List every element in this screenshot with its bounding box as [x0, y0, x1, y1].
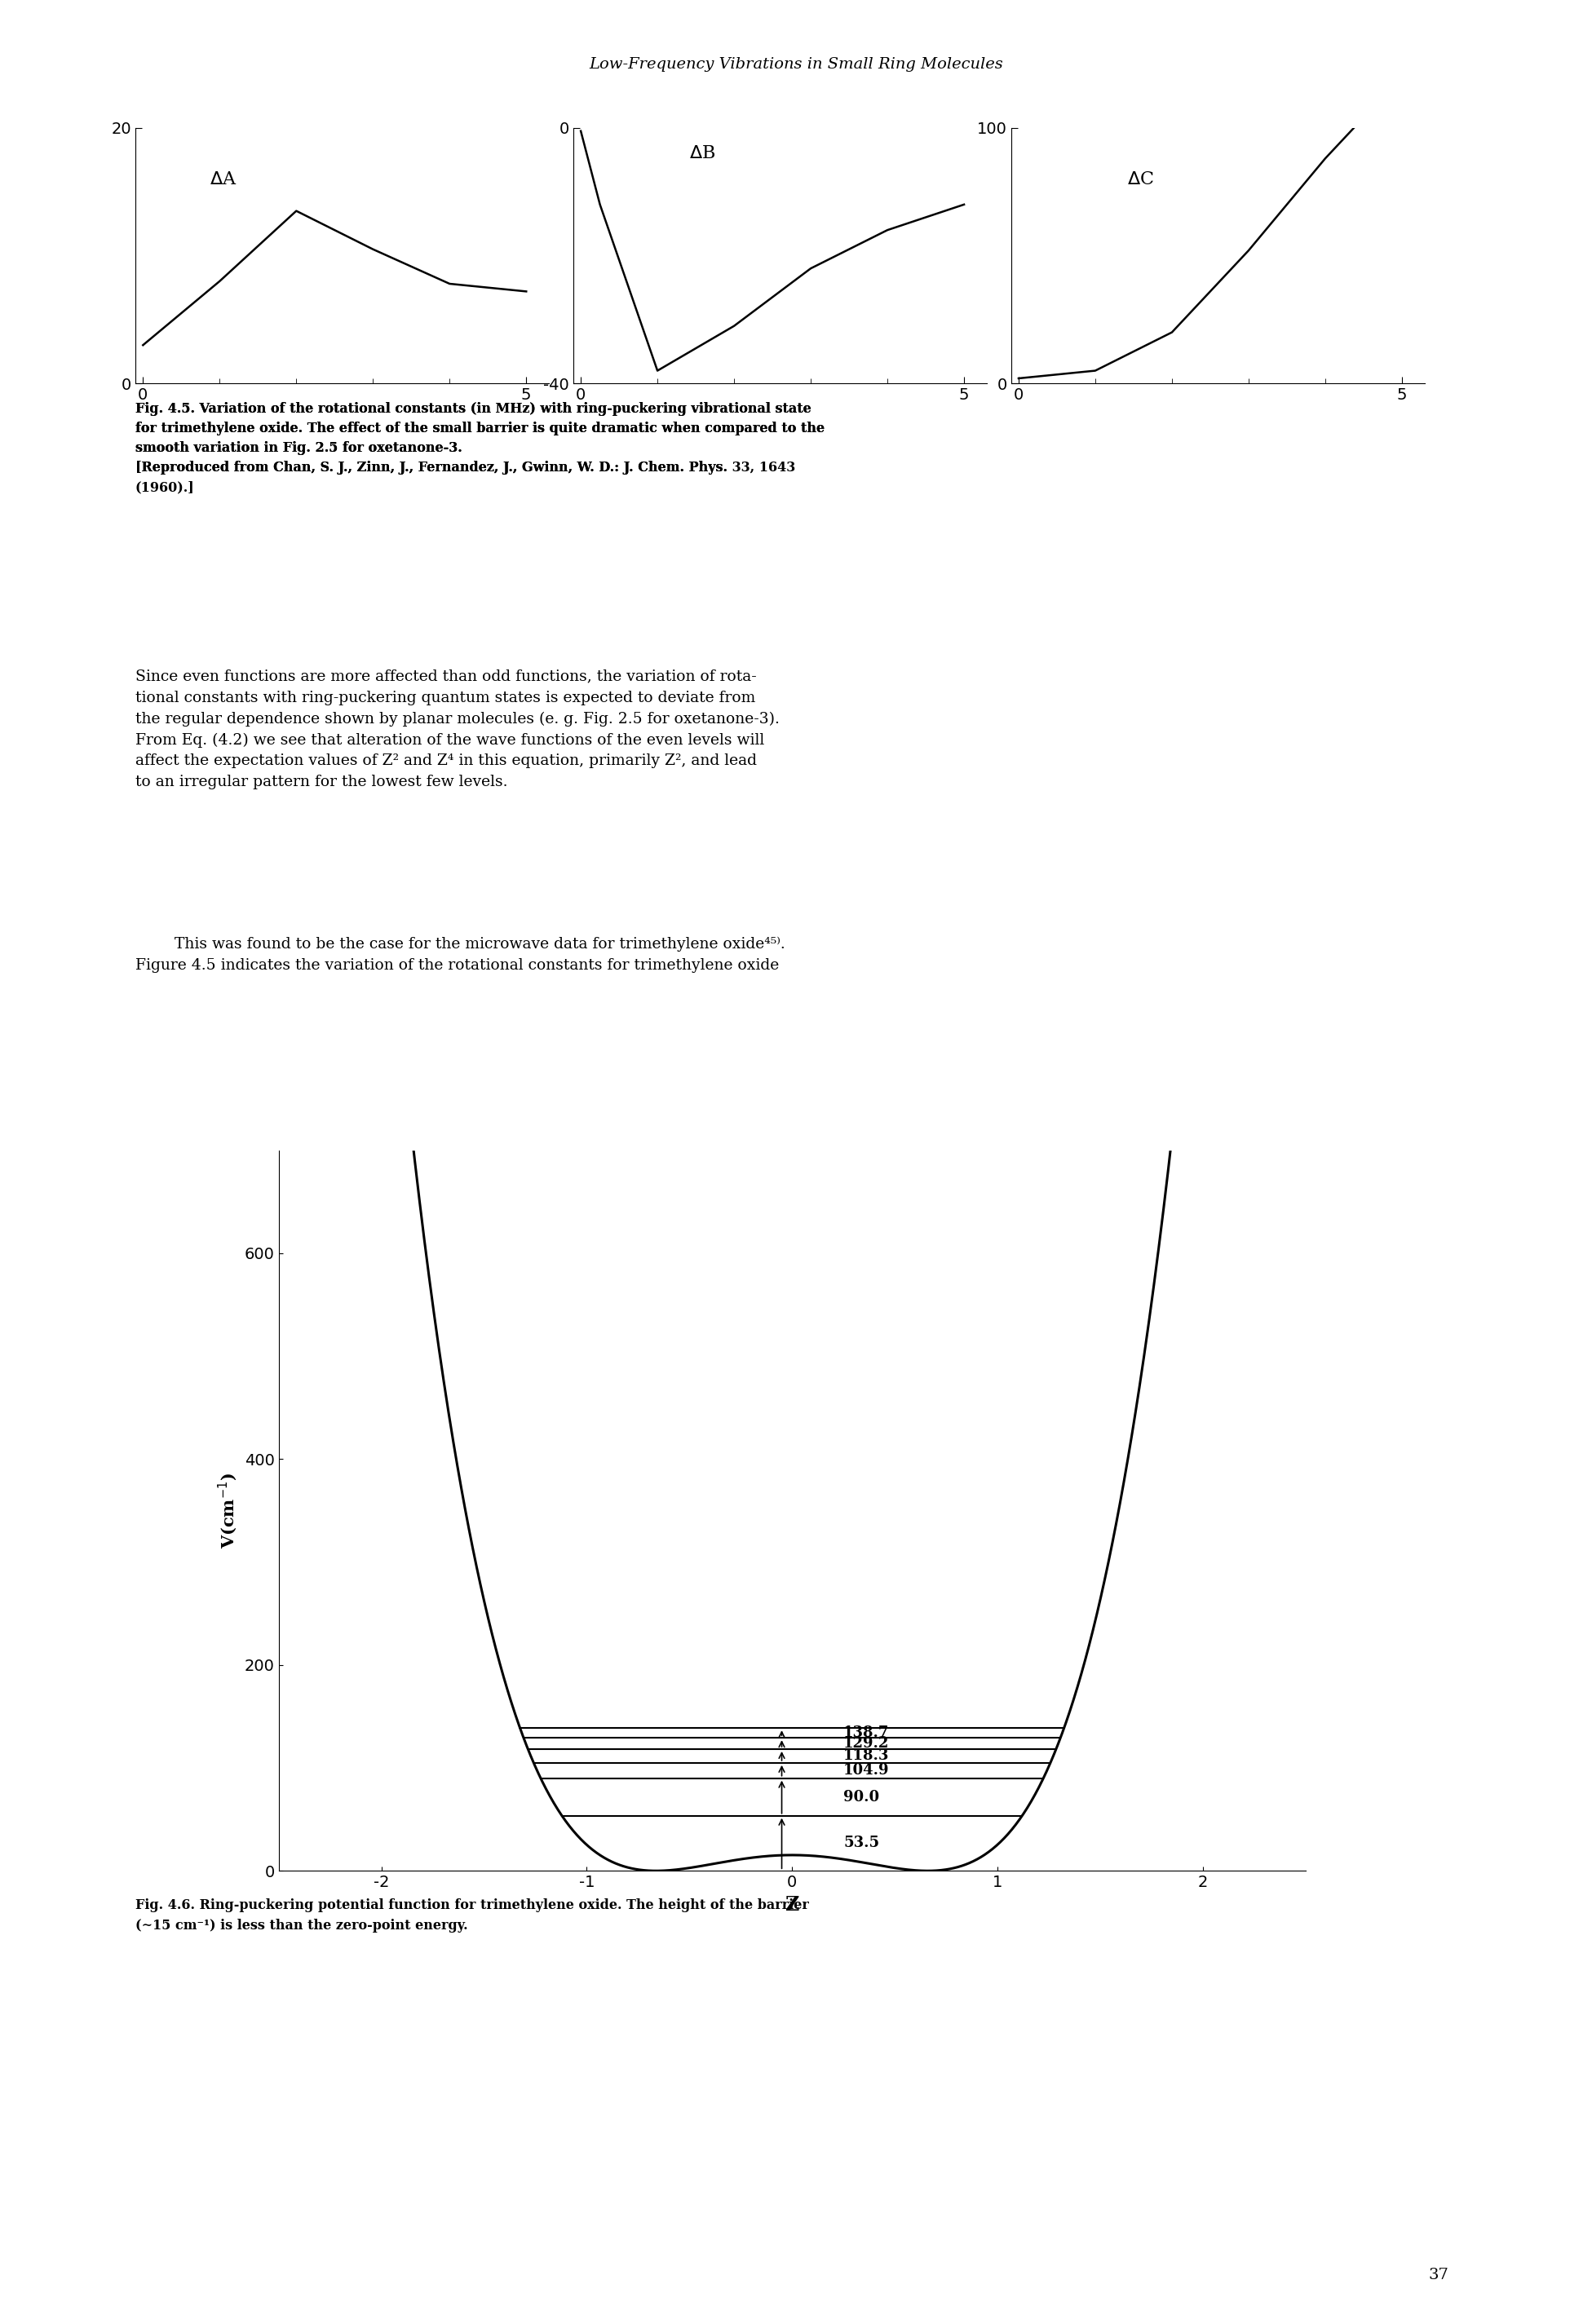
- Text: 118.3: 118.3: [844, 1748, 890, 1764]
- Text: Low-Frequency Vibrations in Small Ring Molecules: Low-Frequency Vibrations in Small Ring M…: [589, 56, 1003, 72]
- Text: 138.7: 138.7: [844, 1727, 890, 1741]
- Text: Since even functions are more affected than odd functions, the variation of rota: Since even functions are more affected t…: [135, 669, 780, 790]
- Text: $\Delta$C: $\Delta$C: [1127, 170, 1154, 188]
- Text: Fig. 4.5. Variation of the rotational constants (in MHz) with ring-puckering vib: Fig. 4.5. Variation of the rotational co…: [135, 402, 825, 495]
- Text: 53.5: 53.5: [844, 1836, 879, 1850]
- Y-axis label: V(cm$^{-1}$): V(cm$^{-1}$): [217, 1473, 239, 1548]
- Text: $\Delta$B: $\Delta$B: [689, 144, 715, 163]
- Text: 90.0: 90.0: [844, 1789, 879, 1803]
- Text: This was found to be the case for the microwave data for trimethylene oxide⁴⁵⁾.
: This was found to be the case for the mi…: [135, 937, 785, 971]
- Text: 129.2: 129.2: [844, 1736, 890, 1750]
- Text: 104.9: 104.9: [844, 1764, 890, 1778]
- X-axis label: Z: Z: [785, 1894, 799, 1915]
- Text: Fig. 4.6. Ring-puckering potential function for trimethylene oxide. The height o: Fig. 4.6. Ring-puckering potential funct…: [135, 1899, 809, 1931]
- Text: Fig. 4.5. Variation of the rotational constants (in MHz) with ring-puckering vib: Fig. 4.5. Variation of the rotational co…: [135, 402, 825, 474]
- Text: 37: 37: [1428, 2268, 1449, 2282]
- Text: $\Delta$A: $\Delta$A: [210, 170, 237, 188]
